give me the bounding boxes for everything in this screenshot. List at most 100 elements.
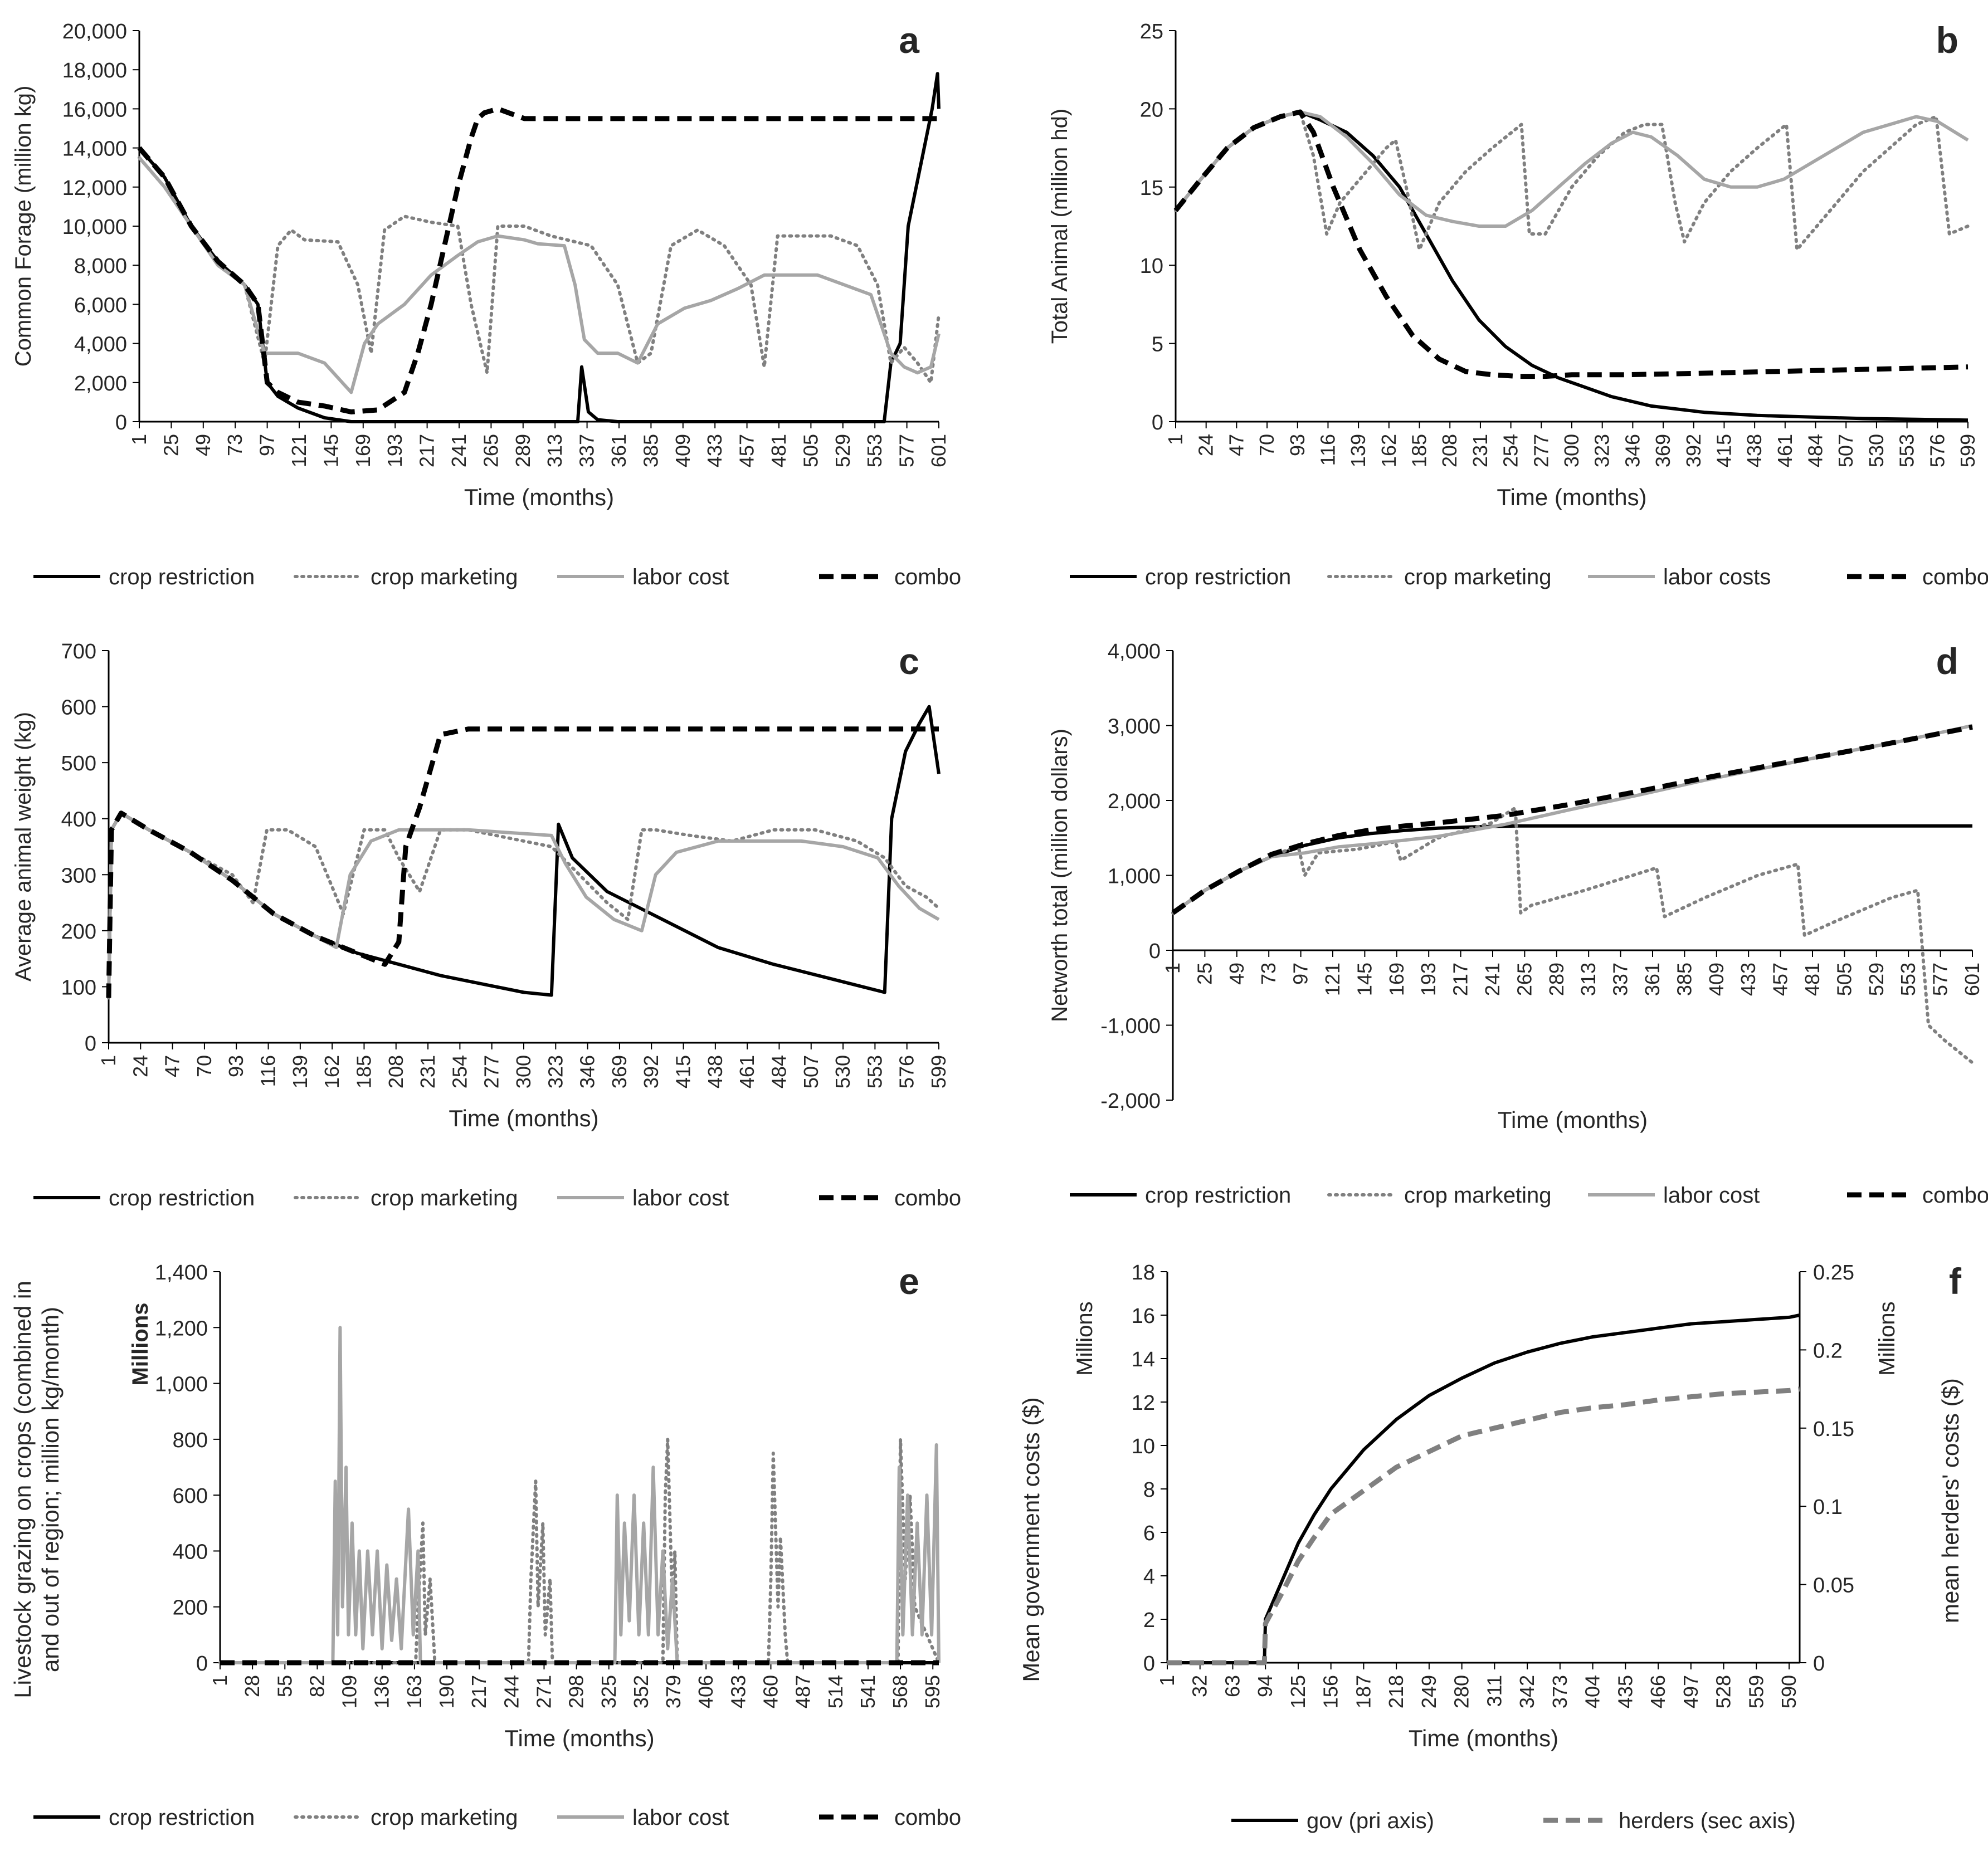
legend: crop restriction crop marketing labor cost… xyxy=(33,1186,961,1210)
x-tick-label: 346 xyxy=(576,1055,599,1088)
x-tick-label: 507 xyxy=(800,1055,822,1088)
x-tick-label: 289 xyxy=(1545,963,1568,996)
y-tick-label: 3,000 xyxy=(1108,715,1161,739)
x-tick-label: 49 xyxy=(192,434,215,456)
x-tick-label: 300 xyxy=(512,1055,535,1088)
x-axis-title: Time (months) xyxy=(1409,1725,1558,1751)
x-tick-label: 433 xyxy=(1737,963,1760,996)
y-tick-label: 6 xyxy=(1143,1522,1155,1545)
series-line-crop-marketing xyxy=(107,811,941,1000)
y-tick-label: 1,000 xyxy=(155,1373,208,1396)
x-tick-label: 271 xyxy=(532,1675,555,1708)
y-tick-label: 300 xyxy=(61,864,96,887)
x-tick-label: 415 xyxy=(672,1055,695,1088)
x-tick-label: 373 xyxy=(1548,1675,1571,1708)
legend: crop restriction crop marketing labor cost… xyxy=(33,1805,961,1830)
y2-unit-label: Millions xyxy=(1875,1301,1899,1375)
x-tick-label: 576 xyxy=(1926,434,1948,467)
series-line-combo xyxy=(137,106,939,414)
y-tick-label: 12 xyxy=(1132,1391,1155,1415)
x-tick-label: 32 xyxy=(1188,1675,1211,1697)
y-tick-label: 10 xyxy=(1140,255,1163,278)
panel-letter: b xyxy=(1936,19,1958,61)
x-tick-label: 97 xyxy=(1289,963,1312,985)
y-tick-label: 10,000 xyxy=(62,216,127,239)
series-line-labor-cost xyxy=(220,1326,941,1664)
x-axis-title: Time (months) xyxy=(464,484,614,510)
x-tick-label: 25 xyxy=(159,434,182,456)
x-tick-label: 208 xyxy=(384,1055,407,1088)
legend: crop restriction crop marketing labor cost… xyxy=(33,565,961,589)
x-tick-label: 385 xyxy=(1673,963,1695,996)
x-tick-label: 313 xyxy=(543,434,566,467)
y-tick-label: 700 xyxy=(61,640,96,663)
x-tick-label: 187 xyxy=(1352,1675,1375,1708)
x-tick-label: 529 xyxy=(831,434,854,467)
x-tick-label: 162 xyxy=(320,1055,343,1088)
legend-label: combo xyxy=(1922,565,1988,589)
series-line-crop-restriction xyxy=(107,705,941,998)
y-tick-label: 100 xyxy=(61,976,96,999)
y-unit-label: Millions xyxy=(1073,1301,1097,1375)
x-tick-label: 139 xyxy=(1347,434,1370,467)
legend-label: labor cost xyxy=(632,1186,729,1210)
y-tick-label: 0 xyxy=(115,411,127,434)
x-tick-label: 169 xyxy=(1385,963,1408,996)
panel-letter: a xyxy=(899,19,920,61)
x-tick-label: 514 xyxy=(824,1675,847,1708)
y-tick-label: 16,000 xyxy=(62,98,127,121)
series-line-crop-restriction xyxy=(138,72,941,423)
x-tick-label: 460 xyxy=(759,1675,782,1708)
x-tick-label: 231 xyxy=(1469,434,1492,467)
x-tick-label: 265 xyxy=(479,434,502,467)
panel-f: 0 2 4 6 8 10 12 14 16 18 1 32 63 94 125 156 187 218 249 280… xyxy=(1018,1261,1963,1833)
x-tick-label: 404 xyxy=(1581,1675,1604,1708)
series-line-crop-marketing xyxy=(138,156,941,384)
legend-label: combo xyxy=(894,1186,961,1210)
y-tick-label: 14 xyxy=(1132,1348,1155,1371)
series-line-combo xyxy=(1173,109,1968,379)
x-tick-label: 169 xyxy=(352,434,374,467)
y-tick-label: 5 xyxy=(1152,333,1163,356)
y-tick-label: 25 xyxy=(1140,20,1163,43)
x-tick-label: 63 xyxy=(1221,1675,1244,1697)
x-tick-label: 541 xyxy=(856,1675,879,1708)
x-tick-label: 1 xyxy=(1161,963,1184,974)
panel-c: 0 100 200 300 400 500 600 700 1 24 47 70 93 116 139 162… xyxy=(11,640,961,1210)
x-tick-label: 47 xyxy=(161,1055,184,1077)
x-tick-label: 577 xyxy=(895,434,918,467)
legend-label: gov (pri axis) xyxy=(1307,1809,1434,1833)
x-tick-label: 70 xyxy=(193,1055,216,1077)
x-tick-label: 433 xyxy=(703,434,726,467)
series-line-labor-cost xyxy=(1172,724,1973,915)
series-line-crop-marketing xyxy=(1171,806,1974,1064)
y2-tick-label: 0.25 xyxy=(1813,1261,1854,1285)
legend: crop restriction crop marketing labor cost… xyxy=(1070,565,1988,589)
x-tick-label: 481 xyxy=(767,434,790,467)
x-tick-label: 497 xyxy=(1679,1675,1702,1708)
x-tick-label: 241 xyxy=(447,434,470,467)
x-tick-label: 346 xyxy=(1621,434,1644,467)
x-tick-label: 93 xyxy=(225,1055,247,1077)
y-tick-label: 2,000 xyxy=(1108,790,1161,813)
x-tick-label: 484 xyxy=(1804,434,1827,467)
x-tick-label: 185 xyxy=(1408,434,1431,467)
x-tick-label: 300 xyxy=(1560,434,1583,467)
x-axis-title: Time (months) xyxy=(449,1105,598,1131)
x-tick-label: 484 xyxy=(767,1055,790,1088)
x-tick-label: 1 xyxy=(1156,1675,1178,1686)
x-tick-label: 254 xyxy=(448,1055,471,1088)
x-tick-label: 254 xyxy=(1499,434,1522,467)
y-tick-label: 16 xyxy=(1132,1305,1155,1328)
y-axis-title-line: and out of region; million kg/month) xyxy=(37,1307,64,1672)
x-tick-label: 342 xyxy=(1516,1675,1538,1708)
legend-label: crop restriction xyxy=(109,1186,255,1210)
y-tick-label: 4,000 xyxy=(74,333,127,356)
legend-label: labor cost xyxy=(632,1805,729,1830)
x-tick-label: 323 xyxy=(544,1055,567,1088)
y-tick-label: 18 xyxy=(1132,1261,1155,1285)
x-tick-label: 457 xyxy=(735,434,758,467)
x-tick-label: 97 xyxy=(256,434,279,456)
legend: crop restriction crop marketing labor cost… xyxy=(1070,1183,1988,1208)
x-tick-label: 116 xyxy=(257,1055,280,1087)
